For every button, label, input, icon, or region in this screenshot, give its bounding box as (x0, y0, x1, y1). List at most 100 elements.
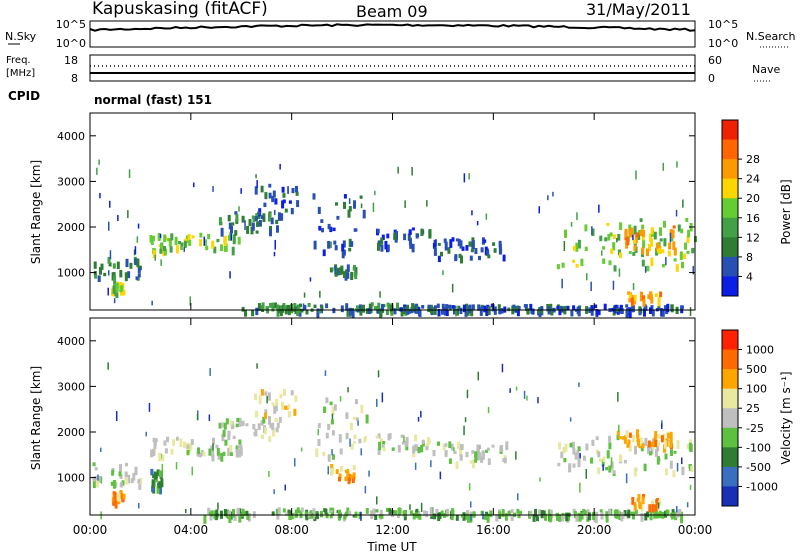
velPanel-cell (562, 448, 566, 454)
velPanel-cell (236, 417, 240, 423)
powerPanel-cell (361, 306, 365, 311)
powerPanel-speckle (159, 233, 162, 239)
velPanel-cell (329, 507, 333, 514)
velPanel-cell (330, 464, 334, 468)
velPanel-cell (225, 418, 229, 425)
powerPanel-cell (572, 305, 576, 311)
powerPanel-cell (365, 308, 369, 314)
powerPanel-cell (298, 309, 302, 317)
powerPanel-cell (346, 308, 350, 317)
velPanel-cell (267, 392, 271, 401)
velPanel-cell (283, 405, 287, 410)
velPanel-cell (564, 443, 568, 452)
powerPanel-cell (461, 246, 465, 251)
powerPanel-cell (180, 246, 184, 250)
velPanel-cell (227, 435, 231, 441)
velPanel-cell (656, 512, 660, 516)
powerPanel-cell (205, 245, 209, 251)
powerPanel-speckle (360, 203, 363, 209)
powerPanel-cell (408, 229, 412, 236)
y-tick-label: 4000 (57, 130, 85, 143)
powerPanel-cell (269, 225, 272, 230)
powerPanel-cell (483, 239, 487, 243)
velPanel-cell (331, 430, 335, 436)
powerPanel-cell (223, 246, 227, 252)
velPanel-cell (282, 508, 286, 513)
velPanel-cell (500, 445, 504, 452)
velPanel-cell (111, 469, 115, 476)
velPanel-cell (232, 435, 236, 440)
powerPanel-cell (427, 304, 431, 309)
powerPanel-cell (115, 282, 119, 292)
velPanel-cell (276, 514, 280, 520)
powerPanel-cell (684, 242, 687, 250)
powerPanel-cell (619, 304, 623, 311)
velPanel-cell (621, 436, 625, 440)
velPanel-cell (660, 435, 664, 443)
velPanel-cell (591, 439, 595, 446)
velPanel-cell (658, 500, 662, 506)
powerPanel-cell (134, 258, 138, 266)
powerPanel-cell (384, 240, 388, 250)
powerPanel-speckle (632, 234, 634, 241)
powerPanel-speckle (133, 249, 136, 256)
powerPanel-speckle (635, 170, 637, 180)
powerPanel-cell (335, 202, 338, 206)
time-tick-label: 16:00 (476, 523, 511, 537)
powerPanel-cell (427, 306, 431, 313)
velPanel-cell (480, 456, 484, 463)
powerPanel-cell (313, 240, 317, 250)
powerPanel-cell (680, 228, 684, 234)
powerPanel-cell (268, 183, 272, 188)
powerPanel-speckle (303, 292, 306, 298)
velPanel-speckle (273, 489, 275, 495)
powerPanel-speckle (189, 296, 191, 306)
velPanel-cell (657, 441, 660, 447)
powerPanel-cell (437, 309, 441, 317)
velPanel-cell (159, 486, 162, 495)
velPanel-cell (351, 476, 355, 484)
powerPanel-speckle (561, 278, 563, 289)
y-tick-label: 3000 (57, 380, 85, 393)
velPanel-cell (671, 509, 675, 516)
velPanel-cell (644, 438, 648, 446)
powerPanel-cell (451, 237, 455, 242)
velPanel-speckle (107, 362, 109, 370)
powerPanel-cell (580, 258, 584, 267)
powerPanel-cell (220, 227, 224, 237)
powerPanel-cell (367, 307, 371, 315)
velPanel-cell (425, 443, 429, 448)
noise-left-tick-bottom: 10^0 (56, 37, 86, 50)
cpid-mode: normal (fast) 151 (94, 93, 212, 107)
velPanel-cell (138, 481, 142, 490)
velPanel-cell (634, 509, 638, 514)
powerPanel-cell (628, 298, 632, 303)
velPanel-cell (215, 444, 219, 449)
powerPanel-cell (211, 240, 215, 249)
power-panel-frame (89, 112, 696, 311)
velPanel-cell (667, 432, 671, 439)
velPanel-cell (130, 478, 134, 484)
velPanel-speckle (268, 471, 270, 478)
powerPanel-speckle (669, 232, 672, 243)
velPanel-cell (339, 448, 343, 455)
powerPanel-cell (113, 275, 117, 284)
powerPanel-cell (281, 305, 285, 313)
powerPanel-cell (498, 240, 502, 248)
powerPanel-cell (627, 291, 631, 295)
velPanel-cell (557, 462, 561, 467)
velPanel-cell (647, 445, 650, 454)
velPanel-cell (417, 447, 421, 454)
velPanel-cell (350, 444, 354, 450)
powerPanel-cell (174, 236, 178, 245)
powerPanel-cell (663, 220, 666, 228)
powerPanel-cell (220, 244, 223, 252)
powerPanel-speckle (374, 190, 376, 196)
velPanel-cell (651, 504, 655, 513)
powerPanel-cell (663, 305, 667, 310)
velPanel-cell (595, 511, 599, 516)
powerPanel-speckle (644, 266, 647, 273)
powerPanel-cell (590, 305, 594, 312)
powerPanel-cell (387, 303, 391, 310)
velPanel-cell (572, 448, 576, 455)
